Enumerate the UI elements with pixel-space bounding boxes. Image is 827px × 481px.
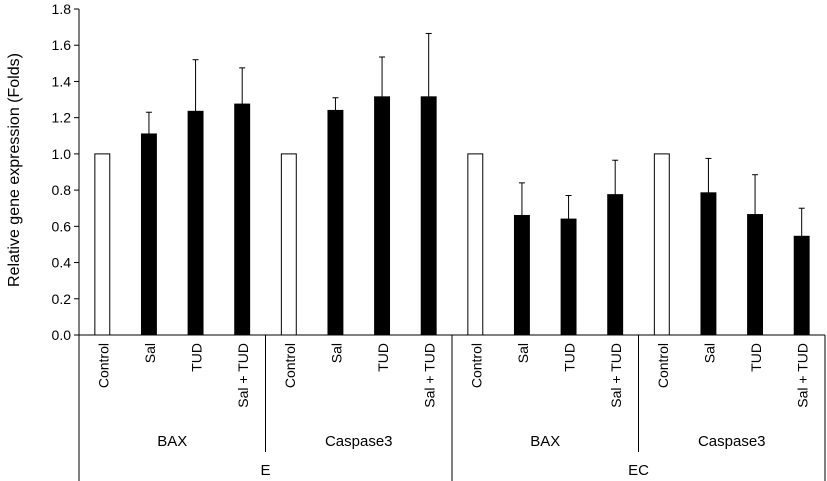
bar-sal <box>700 192 717 336</box>
category-label: TUD <box>189 343 205 372</box>
bar-control <box>280 153 297 336</box>
y-axis-title: Relative gene expression (Folds) <box>6 53 23 287</box>
gene-label: Caspase3 <box>325 433 393 450</box>
bar-tud <box>560 218 577 336</box>
category-label: Control <box>95 343 111 388</box>
y-tick-label: 1.2 <box>52 110 72 126</box>
bar-control <box>94 153 111 336</box>
bar-tud <box>374 96 391 336</box>
y-tick-label: 1.0 <box>52 146 72 162</box>
category-label: TUD <box>375 343 391 372</box>
category-label: Sal + TUD <box>422 343 438 408</box>
bar-sal-tud <box>420 96 437 336</box>
bar-sal <box>327 109 344 336</box>
bar-sal <box>140 133 157 336</box>
bars-layer <box>94 32 810 336</box>
gene-label: Caspase3 <box>698 433 766 450</box>
category-label: TUD <box>562 343 578 372</box>
category-label: Sal <box>328 343 344 363</box>
category-label: Sal <box>701 343 717 363</box>
y-tick-label: 0.0 <box>52 327 72 343</box>
bar-sal-tud <box>793 235 810 336</box>
bar-control <box>467 153 484 336</box>
group-label: EC <box>628 462 649 479</box>
category-label: Sal <box>515 343 531 363</box>
category-label: Sal + TUD <box>795 343 811 408</box>
bar-sal-tud <box>607 194 624 336</box>
gene-label: BAX <box>530 433 560 450</box>
category-label: TUD <box>748 343 764 372</box>
category-label: Control <box>655 343 671 388</box>
y-tick-label: 0.8 <box>52 182 72 198</box>
bar-control <box>653 153 670 336</box>
gene-label: BAX <box>157 433 187 450</box>
y-tick-label: 0.2 <box>52 291 72 307</box>
y-tick-label: 0.4 <box>52 255 72 271</box>
category-label: Sal + TUD <box>235 343 251 408</box>
category-label: Sal <box>142 343 158 363</box>
category-label: Control <box>282 343 298 388</box>
bar-tud <box>187 110 204 336</box>
bar-sal-tud <box>234 103 251 336</box>
y-axis: 0.0 0.2 0.4 0.6 0.8 1.0 1.2 1.4 1.6 1.8 <box>52 1 80 343</box>
category-label: Sal + TUD <box>608 343 624 408</box>
y-tick-label: 0.6 <box>52 218 72 234</box>
bar-tud <box>747 214 764 336</box>
y-tick-label: 1.6 <box>52 37 72 53</box>
y-tick-label: 1.4 <box>52 73 72 89</box>
x-axis: Control Sal TUD Sal + TUD BAX Control Sal TUD Sa… <box>78 334 826 481</box>
bar-sal <box>513 214 530 336</box>
category-label: Control <box>468 343 484 388</box>
group-label: E <box>260 462 270 479</box>
y-tick-label: 1.8 <box>52 1 72 17</box>
